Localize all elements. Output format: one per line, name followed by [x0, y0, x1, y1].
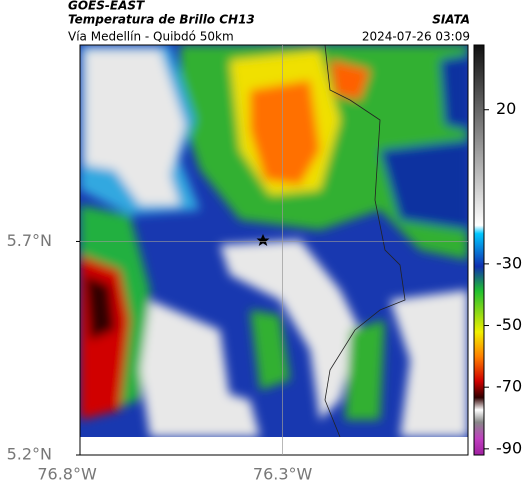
timestamp: 2024-07-26 03:09 — [362, 30, 470, 44]
brand: SIATA — [432, 13, 470, 27]
colorbar-tick-label: 20 — [496, 99, 516, 118]
title: Temperatura de Brillo CH13 — [68, 13, 255, 27]
subtitle: Vía Medellín - Quibdó 50km — [68, 30, 234, 44]
imagery — [80, 45, 468, 437]
source: GOES-EAST — [68, 0, 145, 13]
lon-tick-label: 76.3°W — [253, 465, 313, 484]
lat-tick-label: 5.7°N — [7, 231, 52, 250]
lat-tick-label: 5.2°N — [7, 445, 52, 464]
map-border — [79, 44, 469, 456]
lon-tick-label: 76.8°W — [37, 465, 97, 484]
colorbar — [473, 44, 485, 456]
location-marker — [256, 234, 270, 246]
colorbar-tick-label: -30 — [496, 253, 522, 272]
colorbar-tick-label: -70 — [496, 377, 522, 396]
colorbar-tick-label: -90 — [496, 438, 522, 457]
colorbar-tick-label: -50 — [496, 315, 522, 334]
